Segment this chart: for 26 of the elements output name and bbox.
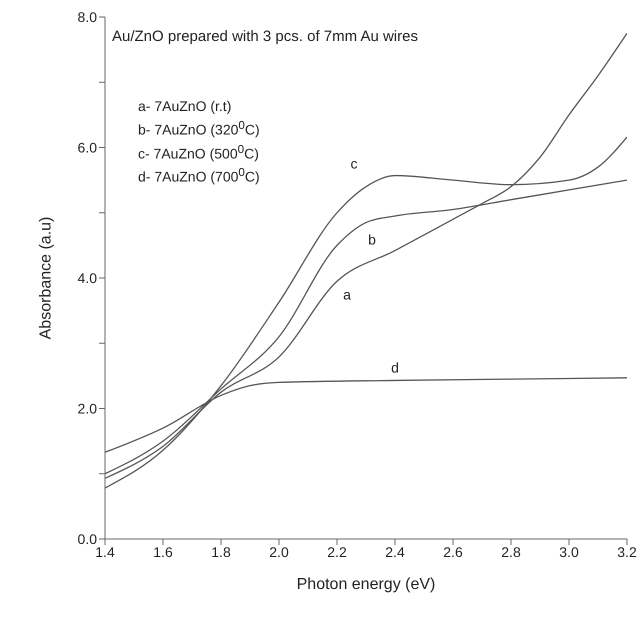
text: Au/ZnO prepared with 3 pcs. of 7mm Au wires xyxy=(112,28,418,45)
y-tick-label: 8.0 xyxy=(78,8,98,25)
x-tick-label: 3.0 xyxy=(559,544,579,560)
x-tick-label: 2.8 xyxy=(501,544,521,560)
series-label: d xyxy=(391,359,399,376)
y-tick-label: 6.0 xyxy=(78,139,98,156)
x-tick-label: 3.2 xyxy=(617,544,637,560)
x-tick-label: 2.4 xyxy=(385,544,405,560)
annotation: b- 7AuZnO (320$^{0}$C) xyxy=(138,118,260,140)
annotation: c- 7AuZnO (500$^{0}$C) xyxy=(138,142,260,164)
x-tick-label: 2.2 xyxy=(327,544,347,560)
x-tick-label: 1.4 xyxy=(95,544,115,560)
y-axis-title: Absorbance (a.u) xyxy=(38,216,55,340)
series-label: b xyxy=(368,232,376,248)
series-label: c xyxy=(350,156,358,172)
x-tick-label: 2.0 xyxy=(269,544,289,560)
y-tick-label: 0.0 xyxy=(78,530,98,547)
annotation: a- 7AuZnO (r.t) xyxy=(138,97,232,116)
x-tick-label: 2.6 xyxy=(443,544,463,560)
series-label: a xyxy=(343,286,352,302)
y-tick-label: 2.0 xyxy=(78,400,98,416)
x-tick-label: 1.8 xyxy=(211,544,231,560)
y-tick-label: 4.0 xyxy=(78,270,98,286)
annotation: d- 7AuZnO (700$^{0}$C) xyxy=(138,165,260,187)
x-tick-label: 1.6 xyxy=(153,544,173,560)
x-axis-title: Photon energy (eV) xyxy=(296,576,436,593)
